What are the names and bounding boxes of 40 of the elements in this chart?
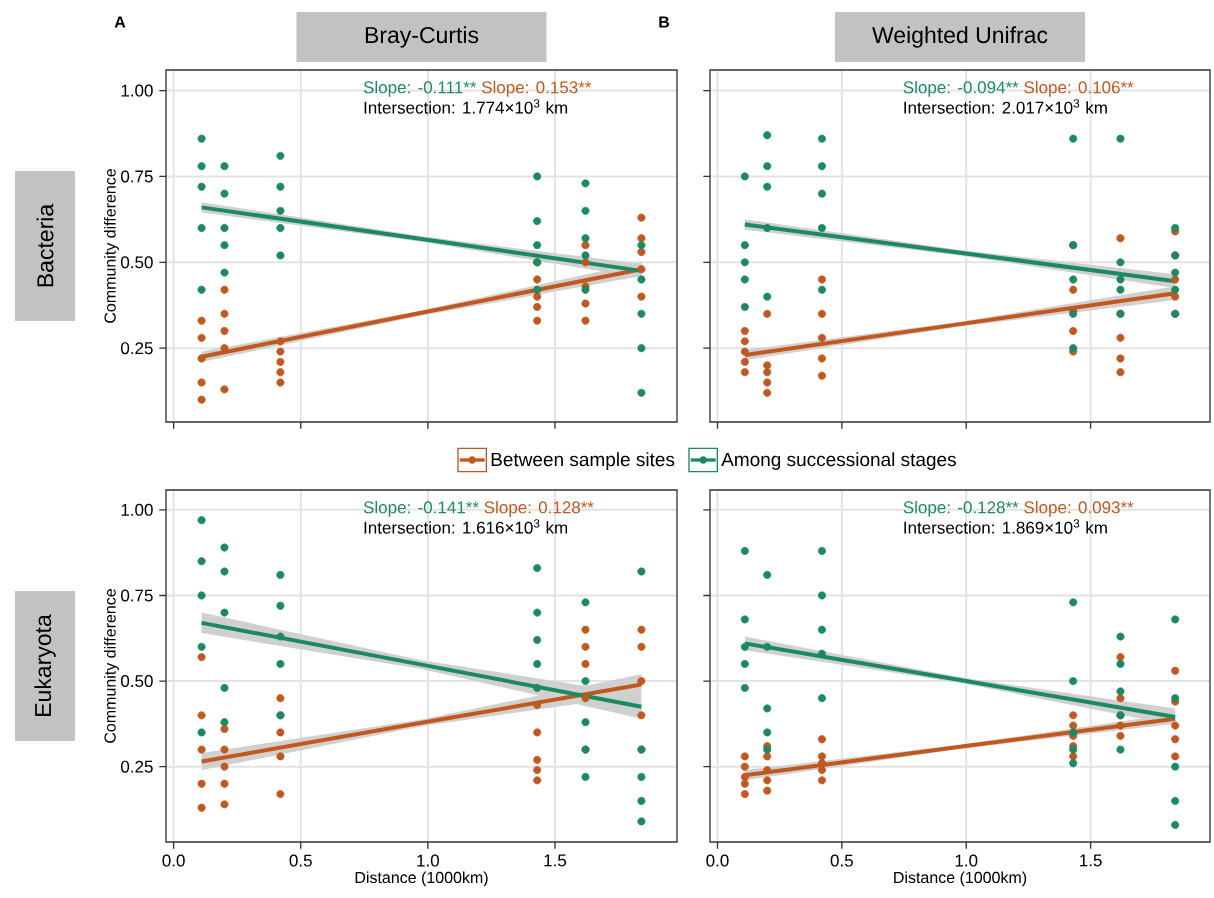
annotation: Slope: -0.111** bbox=[363, 80, 477, 97]
y-tick-label: 1.00 bbox=[121, 503, 153, 516]
text: B bbox=[659, 16, 670, 28]
text: A bbox=[114, 16, 126, 28]
chart-title: Bray-Curtis bbox=[365, 26, 479, 48]
text: Eukaryota bbox=[34, 614, 56, 716]
x-tick-label: 1.5 bbox=[1080, 854, 1102, 867]
x-tick-label: 0.0 bbox=[162, 854, 185, 867]
x-tick-label: 1.0 bbox=[417, 854, 440, 867]
annotation: Slope: 0.153** bbox=[481, 80, 592, 97]
y-axis-title: Community difference bbox=[104, 589, 119, 743]
annotation: Slope: -0.141** bbox=[363, 500, 479, 517]
y-axis-title: Community difference bbox=[104, 169, 119, 323]
annotation: Intersection: 1.616×10$^{3}$ km bbox=[364, 519, 568, 534]
x-tick-label: 1.0 bbox=[955, 854, 978, 867]
y-tick-label: 0.25 bbox=[121, 760, 153, 773]
x-tick-label: 0.5 bbox=[289, 854, 312, 867]
x-tick-label: 1.5 bbox=[544, 854, 567, 867]
annotation: Slope: -0.128** bbox=[903, 500, 1019, 517]
legend-label: Between sample sites bbox=[491, 452, 675, 470]
y-tick-label: 0.50 bbox=[121, 675, 153, 688]
chart-title: Weighted Unifrac bbox=[872, 26, 1048, 48]
y-tick-label: 0.75 bbox=[121, 589, 153, 602]
annotation: Slope: -0.094** bbox=[903, 80, 1019, 97]
annotation: Intersection: 1.774×10$^{3}$ km bbox=[364, 99, 568, 114]
y-tick-label: 0.25 bbox=[121, 342, 153, 355]
x-axis-title: Distance (1000km) bbox=[894, 871, 1027, 887]
annotation: Slope: 0.128** bbox=[484, 500, 594, 517]
y-tick-label: 1.00 bbox=[121, 84, 153, 97]
x-axis-title: Distance (1000km) bbox=[355, 871, 488, 887]
text: Bacteria bbox=[36, 203, 54, 287]
legend-label: Among successional stages bbox=[721, 452, 956, 470]
y-tick-label: 0.75 bbox=[121, 170, 153, 183]
annotation: Intersection: 1.869×10$^{3}$ km bbox=[904, 519, 1107, 534]
x-tick-label: 0.5 bbox=[830, 854, 853, 867]
annotation: Slope: 0.106** bbox=[1024, 80, 1134, 97]
x-tick-label: 0.0 bbox=[706, 854, 729, 867]
annotation: Slope: 0.093** bbox=[1024, 500, 1134, 517]
annotation: Intersection: 2.017×10$^{3}$ km bbox=[904, 99, 1107, 114]
y-tick-label: 0.50 bbox=[121, 256, 153, 269]
